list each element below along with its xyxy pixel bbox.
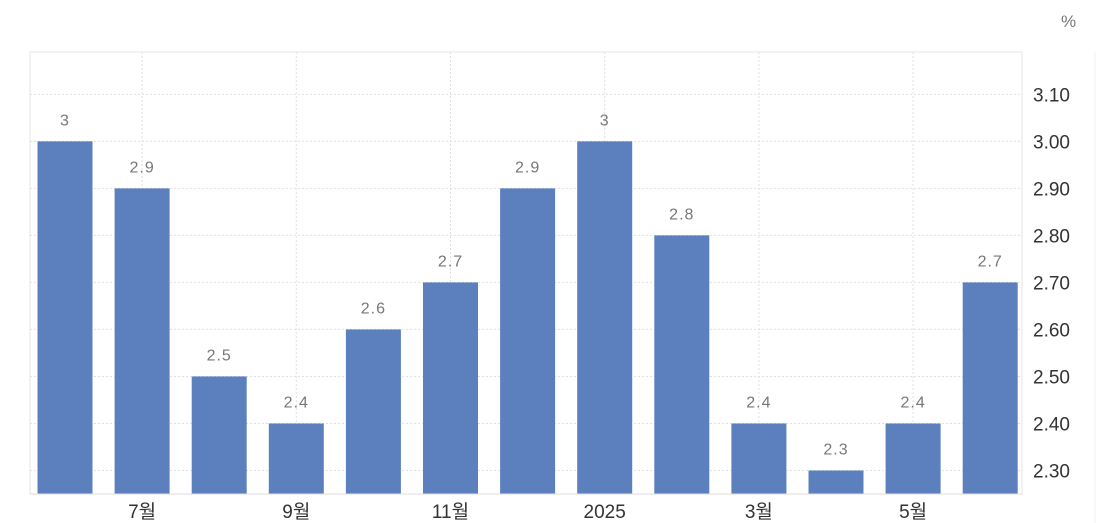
y-tick-label: 3.00 bbox=[1033, 132, 1070, 153]
unit-label: % bbox=[1061, 12, 1076, 31]
bar[interactable] bbox=[191, 376, 247, 494]
x-tick-label: 7월 bbox=[128, 501, 156, 523]
y-tick-label: 2.90 bbox=[1033, 179, 1070, 200]
bar[interactable] bbox=[577, 141, 633, 494]
data-label: 2.7 bbox=[978, 253, 1003, 270]
bar[interactable] bbox=[731, 423, 787, 494]
x-tick-label: 3월 bbox=[745, 501, 773, 523]
data-label: 2.4 bbox=[284, 394, 309, 411]
x-tick-label: 11월 bbox=[432, 501, 469, 523]
y-tick-label: 2.40 bbox=[1033, 414, 1070, 435]
bar[interactable] bbox=[268, 423, 324, 494]
data-label: 2.9 bbox=[129, 159, 154, 176]
bar[interactable] bbox=[962, 282, 1018, 494]
y-tick-label: 2.30 bbox=[1033, 461, 1070, 482]
data-label: 2.5 bbox=[207, 347, 232, 364]
y-tick-label: 2.70 bbox=[1033, 273, 1070, 294]
y-tick-label: 2.60 bbox=[1033, 320, 1070, 341]
bar[interactable] bbox=[345, 329, 401, 494]
y-tick-label: 2.50 bbox=[1033, 367, 1070, 388]
data-label: 2.8 bbox=[669, 206, 694, 223]
bar[interactable] bbox=[114, 188, 170, 495]
data-label: 2.3 bbox=[823, 441, 848, 458]
y-tick-label: 3.10 bbox=[1033, 85, 1070, 106]
bar[interactable] bbox=[423, 282, 478, 494]
data-label: 2.9 bbox=[515, 159, 540, 176]
bar[interactable] bbox=[37, 141, 93, 494]
data-label: 3 bbox=[600, 112, 610, 129]
data-label: 3 bbox=[60, 112, 70, 129]
bar[interactable] bbox=[808, 470, 864, 494]
data-label: 2.4 bbox=[900, 394, 925, 411]
bar[interactable] bbox=[885, 423, 941, 494]
x-tick-label: 5월 bbox=[899, 501, 927, 523]
data-label: 2.7 bbox=[438, 253, 463, 270]
x-tick-label: 2025 bbox=[584, 502, 626, 523]
bar[interactable] bbox=[500, 188, 556, 495]
y-tick-label: 2.80 bbox=[1033, 226, 1070, 247]
bar[interactable] bbox=[654, 235, 710, 494]
x-tick-label: 9월 bbox=[282, 501, 310, 523]
data-label: 2.4 bbox=[746, 394, 771, 411]
data-label: 2.6 bbox=[361, 300, 386, 317]
